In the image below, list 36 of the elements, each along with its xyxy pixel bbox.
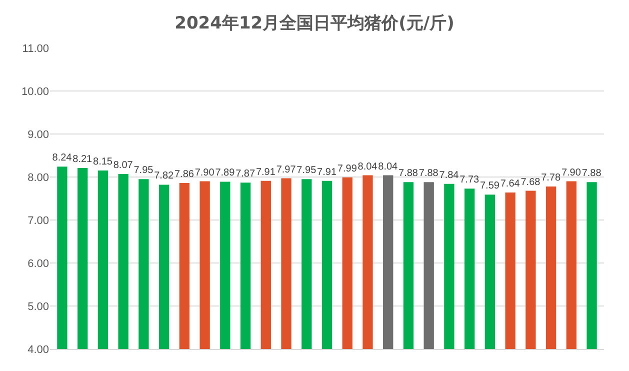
y-tick-label: 10.00 [21, 86, 49, 98]
data-label: 7.84 [439, 170, 460, 181]
data-label: 7.88 [582, 168, 602, 180]
data-label: 7.90 [561, 167, 582, 178]
data-label: 8.15 [93, 156, 113, 168]
data-label: 7.86 [174, 169, 194, 180]
data-label: 7.99 [337, 163, 358, 174]
data-label: 8.24 [52, 152, 72, 164]
data-label: 7.95 [296, 165, 317, 176]
data-label: 7.88 [418, 168, 439, 180]
y-tick-label: 11.00 [22, 42, 49, 55]
data-label: 8.04 [378, 161, 398, 172]
data-label: 7.68 [520, 176, 541, 188]
data-label: 7.89 [215, 168, 236, 179]
y-tick-label: 7.00 [28, 214, 49, 227]
data-label: 7.78 [541, 172, 561, 184]
y-tick-label: 4.00 [28, 344, 49, 356]
data-label: 7.90 [194, 167, 215, 178]
data-label: 7.91 [317, 166, 337, 178]
data-label: 7.59 [480, 180, 500, 192]
data-label: 8.21 [72, 154, 93, 165]
data-label: 8.07 [113, 160, 134, 171]
data-label: 7.73 [460, 174, 480, 186]
y-tick-label: 5.00 [28, 300, 49, 313]
data-label: 7.97 [276, 164, 296, 176]
y-tick-label: 6.00 [28, 258, 49, 270]
data-label: 8.04 [358, 161, 378, 172]
data-label: 7.91 [256, 166, 276, 178]
data-label: 7.87 [236, 168, 256, 180]
chart-title: 2024年12月全国日平均猪价(元/斤) [174, 14, 454, 34]
data-label: 7.95 [134, 165, 154, 176]
data-label: 7.88 [398, 168, 418, 180]
y-tick-label: 9.00 [28, 128, 49, 141]
data-label: 7.82 [154, 170, 174, 182]
y-tick-label: 8.00 [28, 172, 49, 184]
data-label: 7.64 [500, 178, 520, 190]
